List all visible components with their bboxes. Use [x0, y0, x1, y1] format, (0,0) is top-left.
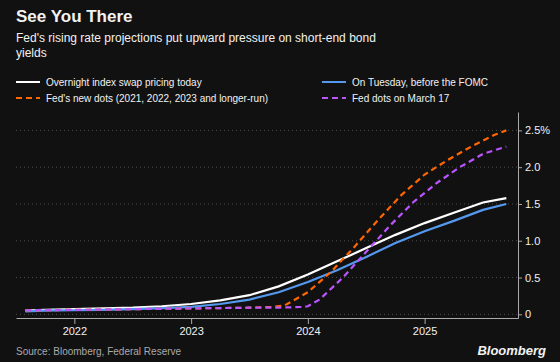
legend-item: Fed's new dots (2021, 2022, 2023 and lon… [16, 93, 268, 104]
x-tick: 2022 [63, 318, 87, 337]
y-tick-label: 1.5 [525, 198, 540, 210]
y-tick-label: 2.0 [525, 161, 540, 173]
x-tick-label: 2022 [63, 325, 87, 337]
grid-line [16, 130, 518, 131]
x-axis: 2022 2023 2024 2025 [17, 318, 519, 337]
legend-label: Overnight index swap pricing today [46, 77, 202, 88]
series-line [25, 147, 506, 311]
y-tick-mark [518, 167, 522, 168]
series-line [25, 130, 506, 310]
y-tick-mark [518, 130, 522, 131]
grid-line [16, 314, 518, 315]
x-tick-mark [74, 318, 75, 324]
series-line [25, 198, 506, 311]
y-tick-mark [518, 278, 522, 279]
y-axis-line [518, 113, 519, 319]
grid-line [16, 167, 518, 168]
grid [16, 130, 518, 314]
y-tick: 2.5% [518, 124, 550, 136]
title: See You There [16, 7, 133, 26]
x-tick-mark [308, 318, 309, 324]
y-axis: 0 0.5 1.0 1.5 2.0 2.5% [518, 113, 550, 321]
series-line [25, 204, 506, 311]
subtitle-line: yields [16, 46, 47, 60]
watermark: Bloomberg [477, 343, 546, 358]
grid-line [16, 277, 518, 278]
chart: See You There Fed's rising rate projectio… [0, 0, 560, 362]
y-tick: 1.5 [518, 198, 540, 210]
x-axis-line [17, 318, 519, 319]
subtitle: Fed's rising rate projections put upward… [16, 31, 376, 60]
y-tick-label: 0.5 [525, 272, 540, 284]
y-tick-label: 2.5% [525, 124, 550, 136]
legend: Overnight index swap pricing today On Tue… [16, 77, 488, 104]
grid-line [16, 240, 518, 241]
legend-item: On Tuesday, before the FOMC [322, 77, 488, 88]
legend-item: Fed dots on March 17 [322, 93, 450, 104]
x-tick: 2024 [296, 318, 320, 337]
x-tick-mark [191, 318, 192, 324]
background [0, 0, 560, 362]
legend-swatch [16, 81, 40, 83]
source: Source: Bloomberg, Federal Reserve [16, 346, 182, 357]
y-tick: 0 [518, 308, 531, 320]
y-tick-mark [518, 314, 522, 315]
legend-label: Fed dots on March 17 [352, 93, 450, 104]
legend-swatch [322, 97, 346, 99]
grid-line [16, 203, 518, 204]
y-tick-label: 1.0 [525, 235, 540, 247]
legend-item: Overnight index swap pricing today [16, 77, 202, 88]
x-tick: 2025 [413, 318, 437, 337]
x-tick-mark [425, 318, 426, 324]
y-tick-mark [518, 204, 522, 205]
x-tick: 2023 [179, 318, 203, 337]
y-tick-mark [518, 241, 522, 242]
legend-label: On Tuesday, before the FOMC [352, 77, 488, 88]
y-tick-label: 0 [525, 308, 531, 320]
y-tick: 0.5 [518, 272, 540, 284]
legend-swatch [322, 81, 346, 83]
legend-swatch [16, 97, 40, 99]
subtitle-line: Fed's rising rate projections put upward… [16, 31, 376, 45]
y-tick: 2.0 [518, 161, 540, 173]
x-tick-label: 2025 [413, 325, 437, 337]
legend-label: Fed's new dots (2021, 2022, 2023 and lon… [46, 93, 268, 104]
x-tick-label: 2024 [296, 325, 320, 337]
x-tick-label: 2023 [179, 325, 203, 337]
y-tick: 1.0 [518, 235, 540, 247]
plot-area [25, 130, 506, 311]
